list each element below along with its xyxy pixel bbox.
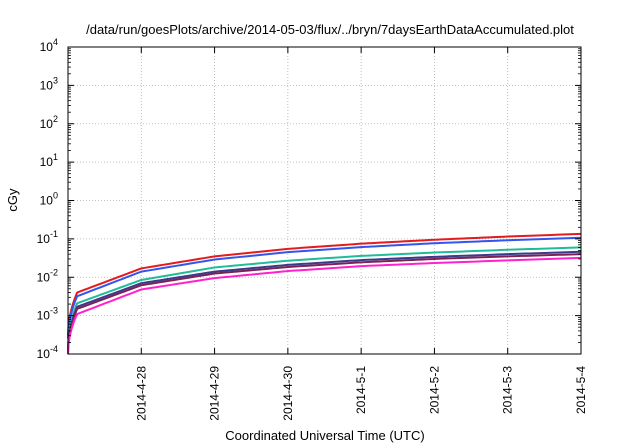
series-line-1 <box>67 232 582 336</box>
x-tick-label: 2014-4-29 <box>208 366 222 421</box>
y-tick-label: 103 <box>40 75 58 92</box>
x-tick-label: 2014-5-4 <box>574 366 588 414</box>
plot-area-frame <box>67 46 582 355</box>
y-tick-label: 104 <box>40 37 58 54</box>
chart-title: /data/run/goesPlots/archive/2014-05-03/f… <box>86 22 574 37</box>
series-line-4 <box>67 250 582 352</box>
y-tick-label: 10-3 <box>37 306 58 323</box>
y-tick-label: 102 <box>40 114 58 131</box>
data-series <box>67 232 582 355</box>
y-axis-label: cGy <box>5 188 20 212</box>
y-tick-label: 100 <box>40 191 58 208</box>
x-tick-label: 2014-4-30 <box>281 366 295 421</box>
x-tick-label: 2014-5-2 <box>427 366 441 414</box>
y-tick-label: 10-1 <box>37 229 58 246</box>
x-tick-label: 2014-5-3 <box>501 366 515 414</box>
series-line-2 <box>67 236 582 339</box>
y-tick-label: 10-2 <box>37 267 58 284</box>
y-tick-label: 10-4 <box>37 344 58 361</box>
x-axis-label: Coordinated Universal Time (UTC) <box>225 428 424 443</box>
x-axis: 2014-4-28 2014-4-29 2014-4-30 2014-5-1 2014-… <box>134 47 588 421</box>
y-tick-label: 101 <box>40 152 58 169</box>
x-tick-label: 2014-5-1 <box>354 366 368 414</box>
y-axis: 10-4 10-3 10-2 10-1 100 101 102 103 104 <box>37 37 581 361</box>
gridlines <box>68 47 581 354</box>
series-line-5 <box>67 253 582 355</box>
x-tick-label: 2014-4-28 <box>134 366 148 421</box>
series-line-6 <box>67 256 582 355</box>
series-line-3 <box>67 246 582 348</box>
